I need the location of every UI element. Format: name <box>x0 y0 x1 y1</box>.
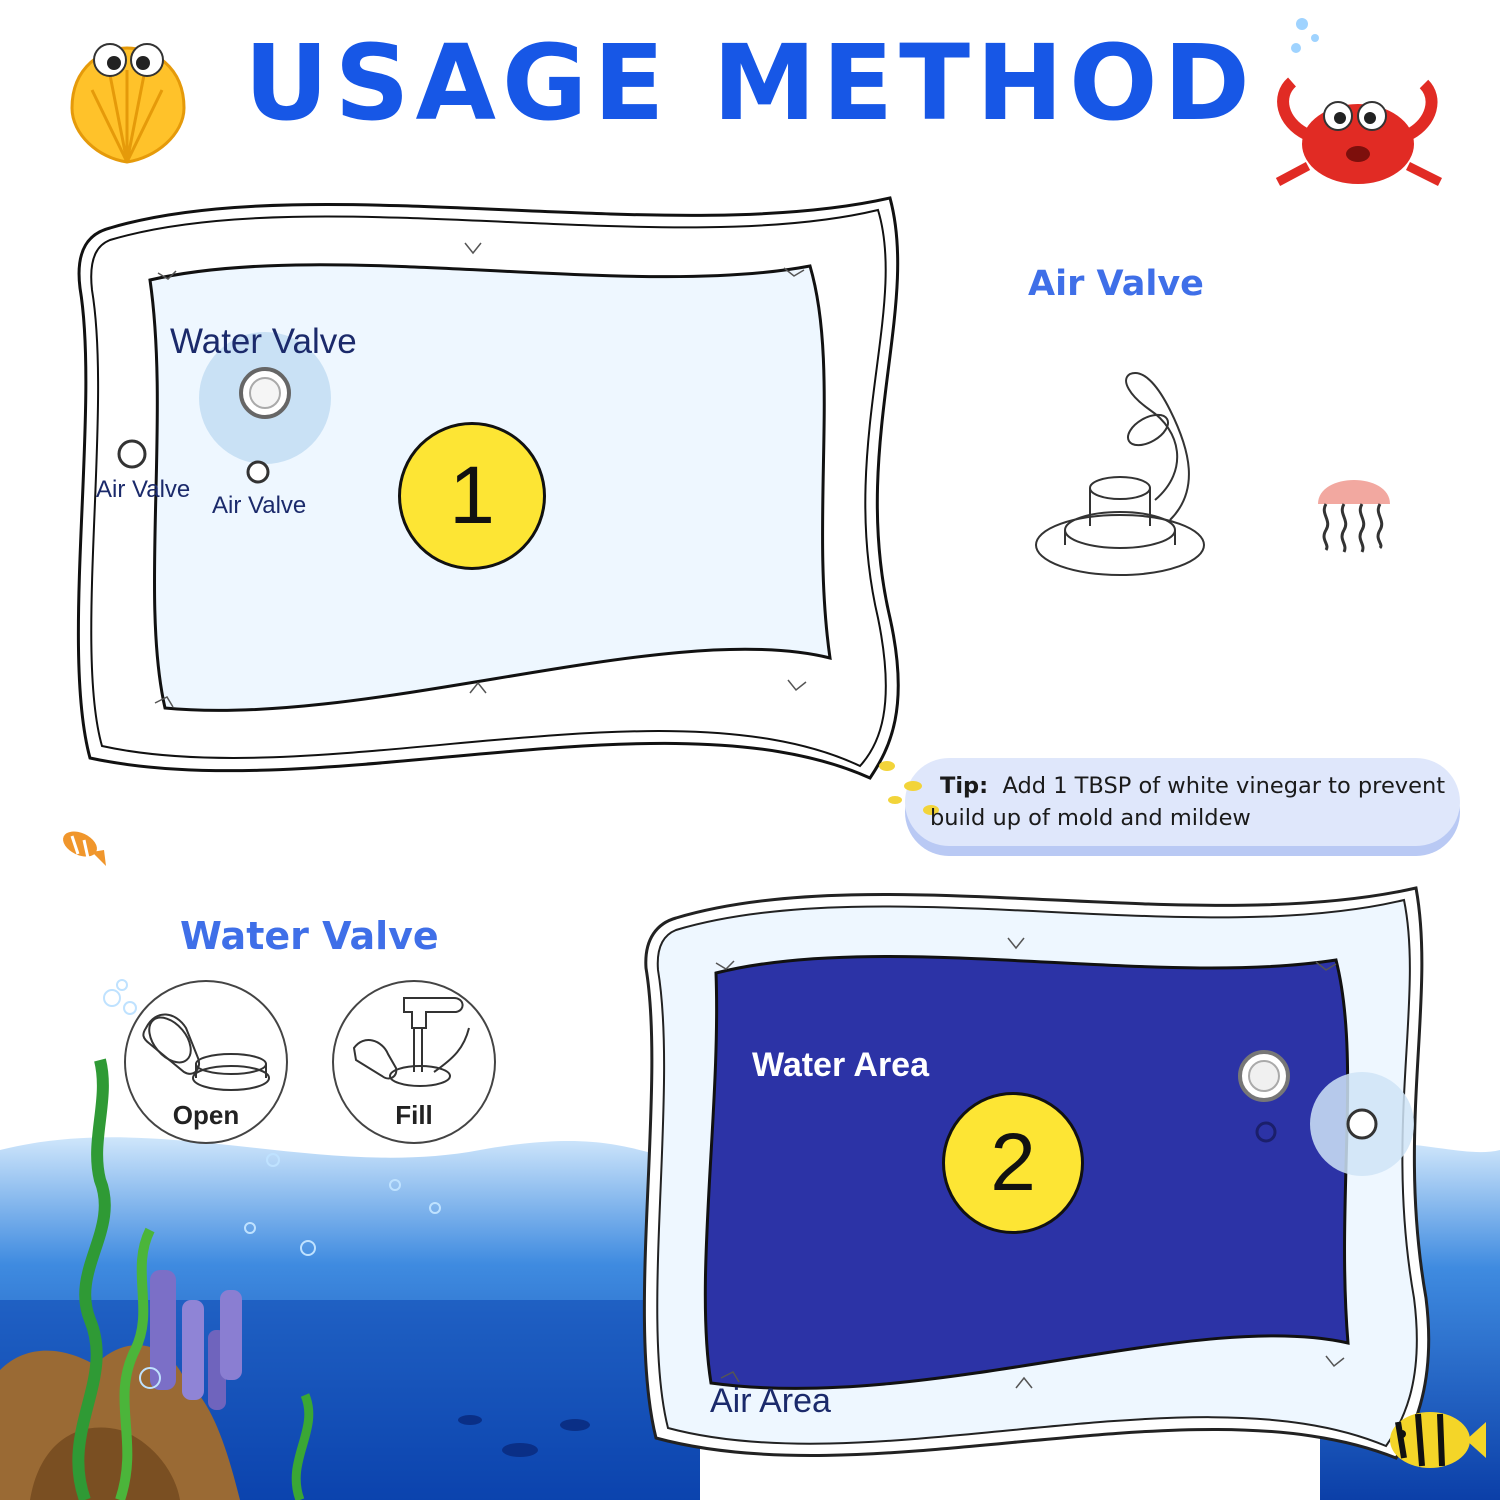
fill-step-circle: Fill <box>332 980 496 1144</box>
open-step-circle: Open <box>124 980 288 1144</box>
mat-2-water-area-label: Water Area <box>752 1046 929 1084</box>
tip-text: Tip: Add 1 TBSP of white vinegar to prev… <box>930 770 1450 834</box>
yellow-fish-icon <box>879 761 939 815</box>
mat-1-air-valve-left-label: Air Valve <box>96 476 191 503</box>
step-2-number: 2 <box>990 1117 1036 1208</box>
shell-mascot-icon <box>70 43 186 164</box>
tip-bubble <box>905 758 1460 846</box>
tropical-fish-icon <box>1390 1412 1486 1468</box>
step-2-badge: 2 <box>942 1092 1084 1234</box>
air-valve-illustration <box>1035 372 1205 576</box>
open-step-label: Open <box>172 1100 240 1130</box>
step-1-number: 1 <box>449 450 495 541</box>
air-valve-heading: Air Valve <box>1028 264 1204 304</box>
fill-valve-illustration <box>352 997 470 1087</box>
tip-prefix: Tip: <box>940 773 989 799</box>
open-valve-illustration <box>142 1013 270 1091</box>
fill-step-label: Fill <box>395 1100 433 1130</box>
tip-message: Add 1 TBSP of white vinegar to prevent b… <box>930 773 1446 831</box>
page-title: USAGE METHOD <box>244 22 1256 144</box>
mat-1-water-valve-label: Water Valve <box>170 322 357 361</box>
jellyfish-icon <box>1318 480 1390 553</box>
mat-1-air-valve-right-label: Air Valve <box>212 492 307 519</box>
crab-mascot-icon <box>1275 77 1443 187</box>
mat-2-air-area-label: Air Area <box>710 1382 831 1420</box>
step-1-badge: 1 <box>398 422 546 570</box>
water-valve-heading: Water Valve <box>180 914 439 958</box>
clownfish-icon <box>63 831 106 866</box>
